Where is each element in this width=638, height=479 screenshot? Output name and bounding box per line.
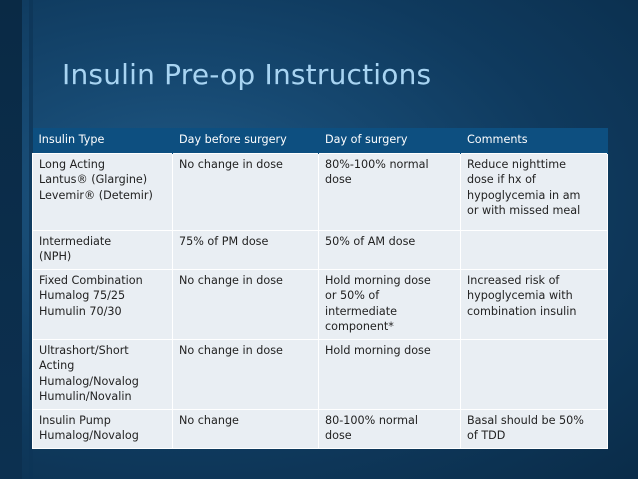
cell-insulin-type: Fixed Combination Humalog 75/25 Humulin … xyxy=(32,268,173,340)
table-row: Long Acting Lantus® (Glargine) Levemir® … xyxy=(32,152,608,231)
cell-day-of: 80%-100% normal dose xyxy=(318,152,461,231)
instructions-table-container: Insulin Type Day before surgery Day of s… xyxy=(32,128,608,449)
table-row: Intermediate (NPH) 75% of PM dose 50% of… xyxy=(32,229,608,270)
header-insulin-type: Insulin Type xyxy=(32,128,173,153)
cell-comments: Basal should be 50% of TDD xyxy=(460,408,608,449)
cell-day-before: No change in dose xyxy=(172,268,319,340)
cell-day-before: No change xyxy=(172,408,319,449)
cell-insulin-type: Long Acting Lantus® (Glargine) Levemir® … xyxy=(32,152,173,231)
table-header-row: Insulin Type Day before surgery Day of s… xyxy=(32,128,608,153)
cell-comments: Increased risk of hypoglycemia with comb… xyxy=(460,268,608,340)
left-accent-bar xyxy=(0,0,22,479)
cell-day-of: 50% of AM dose xyxy=(318,229,461,270)
header-day-before-surgery: Day before surgery xyxy=(172,128,319,153)
slide-title: Insulin Pre-op Instructions xyxy=(62,58,432,91)
cell-day-of: Hold morning dose xyxy=(318,338,461,410)
header-day-of-surgery: Day of surgery xyxy=(318,128,461,153)
cell-insulin-type: Intermediate (NPH) xyxy=(32,229,173,270)
table-row: Fixed Combination Humalog 75/25 Humulin … xyxy=(32,268,608,340)
table-row: Insulin Pump Humalog/Novalog No change 8… xyxy=(32,408,608,449)
cell-day-before: No change in dose xyxy=(172,338,319,410)
cell-day-before: 75% of PM dose xyxy=(172,229,319,270)
cell-day-of: Hold morning dose or 50% of intermediate… xyxy=(318,268,461,340)
cell-insulin-type: Ultrashort/Short Acting Humalog/Novalog … xyxy=(32,338,173,410)
table-row: Ultrashort/Short Acting Humalog/Novalog … xyxy=(32,338,608,410)
cell-day-of: 80-100% normal dose xyxy=(318,408,461,449)
cell-insulin-type: Insulin Pump Humalog/Novalog xyxy=(32,408,173,449)
left-accent-line xyxy=(29,0,33,479)
cell-comments: Reduce nighttime dose if hx of hypoglyce… xyxy=(460,152,608,231)
header-comments: Comments xyxy=(460,128,608,153)
insulin-instructions-table: Insulin Type Day before surgery Day of s… xyxy=(32,128,608,449)
cell-comments xyxy=(460,229,608,270)
cell-comments xyxy=(460,338,608,410)
cell-day-before: No change in dose xyxy=(172,152,319,231)
